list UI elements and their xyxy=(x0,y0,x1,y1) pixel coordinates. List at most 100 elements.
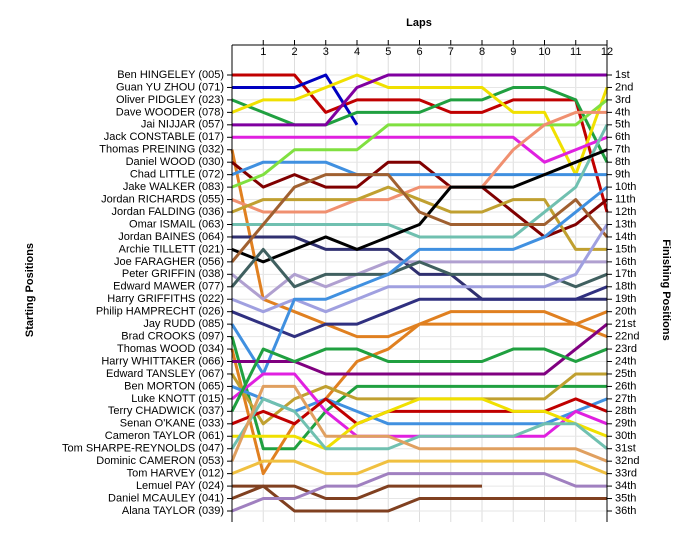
y2-tick-label: 8th xyxy=(615,156,630,168)
position-line xyxy=(230,384,608,463)
x-tick-label: 8 xyxy=(479,46,485,58)
position-line xyxy=(230,347,608,413)
y2-tick-label: 23rd xyxy=(615,343,637,355)
position-line xyxy=(231,484,607,513)
chart-title: Laps xyxy=(406,17,432,29)
y2-tick-label: 35th xyxy=(615,492,636,504)
x-tick-label: 1 xyxy=(260,46,266,58)
driver-label: Edward MAWER (077) xyxy=(113,281,224,293)
driver-label: Harry GRIFFITHS (022) xyxy=(107,293,224,305)
driver-label: Jai NIJJAR (057) xyxy=(141,119,224,131)
position-line xyxy=(232,73,609,213)
y2-tick-label: 2nd xyxy=(615,81,633,93)
position-line xyxy=(230,173,609,263)
y2-axis-title: Finishing Positions xyxy=(660,239,672,340)
x-tick-label: 6 xyxy=(416,46,422,58)
y2-tick-label: 19th xyxy=(615,293,636,305)
driver-label: Jordan RICHARDS (055) xyxy=(101,193,224,205)
driver-label: Chad LITTLE (072) xyxy=(130,169,224,181)
y2-tick-label: 36th xyxy=(615,505,636,517)
driver-label: Terry CHADWICK (037) xyxy=(108,405,224,417)
driver-label: Brad CROOKS (097) xyxy=(121,331,224,343)
y2-tick-label: 14th xyxy=(615,231,636,243)
position-line xyxy=(230,247,608,289)
position-line xyxy=(232,124,609,239)
position-line xyxy=(231,459,608,476)
y2-tick-label: 9th xyxy=(615,169,630,181)
y2-tick-label: 6th xyxy=(615,131,630,143)
y2-tick-label: 18th xyxy=(615,281,636,293)
y2-tick-label: 13th xyxy=(615,218,636,230)
y2-tick-label: 29th xyxy=(615,418,636,430)
x-tick-label: 11 xyxy=(570,46,581,58)
y2-tick-label: 32nd xyxy=(615,455,639,467)
x-tick-label: 2 xyxy=(291,46,297,58)
y2-tick-label: 17th xyxy=(615,268,636,280)
y2-tick-label: 1st xyxy=(615,69,630,81)
y2-tick-label: 25th xyxy=(615,368,636,380)
driver-label: Thomas WOOD (034) xyxy=(117,343,224,355)
driver-label: Oliver PIDGLEY (023) xyxy=(116,94,224,106)
x-tick-label: 7 xyxy=(448,46,454,58)
driver-label: Dave WOODER (078) xyxy=(116,106,224,118)
y2-tick-label: 15th xyxy=(615,243,636,255)
position-line xyxy=(232,397,608,451)
driver-label: Jake WALKER (083) xyxy=(123,181,224,193)
position-line xyxy=(230,397,608,451)
driver-label: Joe FARAGHER (056) xyxy=(114,256,224,268)
y2-tick-label: 21st xyxy=(615,318,636,330)
x-tick-label: 3 xyxy=(323,46,329,58)
driver-label: Ben MORTON (065) xyxy=(124,380,224,392)
y2-tick-label: 12th xyxy=(615,206,636,218)
y-axis-title: Starting Positions xyxy=(24,243,36,337)
position-line xyxy=(230,185,608,376)
driver-label: Jack CONSTABLE (017) xyxy=(104,131,224,143)
x-tick-label: 10 xyxy=(538,46,550,58)
y2-tick-label: 16th xyxy=(615,256,636,268)
y2-tick-label: 26th xyxy=(615,380,636,392)
labels: 1 2 3 4 5 6 7 8 9 10 11 121st2nd3rd4th5th6th7th8th9… xyxy=(62,46,639,517)
y2-tick-label: 34th xyxy=(615,480,636,492)
driver-label: Tom SHARPE-REYNOLDS (047) xyxy=(62,443,224,455)
x-tick-label: 12 xyxy=(601,46,613,58)
position-line xyxy=(232,484,482,501)
driver-label: Luke KNOTT (015) xyxy=(131,393,224,405)
driver-label: Harry WHITTAKER (066) xyxy=(101,355,224,367)
driver-label: Edward TANSLEY (067) xyxy=(106,368,224,380)
y2-tick-label: 28th xyxy=(615,405,636,417)
driver-label: Tom HARVEY (012) xyxy=(127,468,224,480)
position-line xyxy=(231,73,609,177)
driver-label: Lemuel PAY (024) xyxy=(136,480,224,492)
driver-label: Peter GRIFFIN (038) xyxy=(122,268,224,280)
driver-label: Omar ISMAIL (063) xyxy=(129,218,224,230)
driver-label: Philip HAMPRECHT (026) xyxy=(96,306,224,318)
driver-label: Ben HINGELEY (005) xyxy=(117,69,224,81)
driver-label: Alana TAYLOR (039) xyxy=(122,505,224,517)
position-line xyxy=(232,73,359,126)
y2-tick-label: 3rd xyxy=(615,94,631,106)
driver-label: Daniel WOOD (030) xyxy=(126,156,224,168)
x-tick-label: 9 xyxy=(510,46,516,58)
position-line xyxy=(230,336,607,451)
position-line xyxy=(231,185,607,251)
driver-label: Jordan BAINES (064) xyxy=(118,231,224,243)
driver-label: Daniel MCAULEY (041) xyxy=(108,492,224,504)
driver-label: Senan O'KANE (033) xyxy=(120,418,224,430)
x-tick-label: 5 xyxy=(385,46,391,58)
driver-label: Jay RUDD (085) xyxy=(143,318,224,330)
position-line xyxy=(232,135,608,164)
y2-tick-label: 30th xyxy=(615,430,636,442)
y2-tick-label: 11th xyxy=(615,193,636,205)
y2-tick-label: 27th xyxy=(615,393,636,405)
driver-label: Cameron TAYLOR (061) xyxy=(105,430,224,442)
x-tick-label: 4 xyxy=(354,46,360,58)
y2-tick-label: 10th xyxy=(615,181,636,193)
position-line xyxy=(232,73,607,127)
position-line xyxy=(231,148,608,264)
y2-tick-label: 7th xyxy=(615,144,630,156)
position-line xyxy=(231,110,607,214)
driver-label: Thomas PREINING (032) xyxy=(99,144,224,156)
y2-tick-label: 24th xyxy=(615,355,636,367)
